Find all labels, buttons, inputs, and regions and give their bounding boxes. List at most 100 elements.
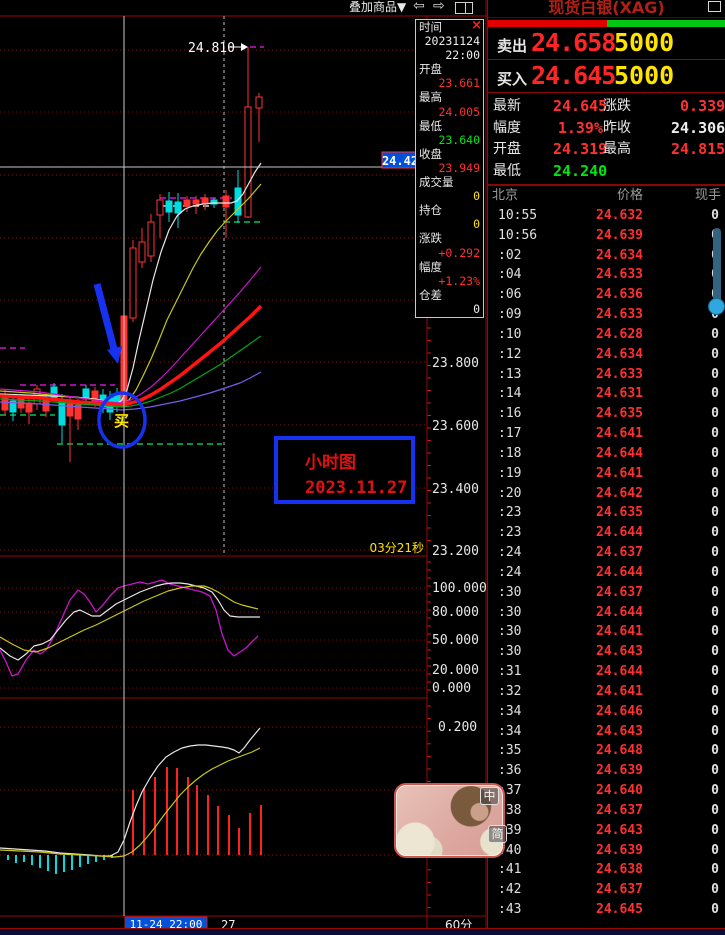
tape-row[interactable]: :23 24.635 0	[498, 505, 719, 521]
candle	[25, 402, 33, 413]
info-field-label: 开盘	[419, 62, 442, 77]
info-field-value: 24.005	[438, 104, 480, 119]
candle	[244, 106, 252, 218]
stat-value: 1.39%	[557, 118, 603, 137]
chart-label: 24.810	[188, 41, 235, 56]
tape-row[interactable]: :19 24.641 0	[498, 465, 719, 481]
chart-label: 80.000	[432, 605, 479, 620]
back-arrow-icon[interactable]: ⇦	[413, 0, 425, 14]
tape-row[interactable]: :38 24.637 0	[498, 802, 719, 818]
tape-header-time: 北京	[492, 188, 519, 203]
info-field-value: 22:00	[445, 48, 480, 63]
blue-arrow-shaft	[93, 283, 118, 350]
tape-row[interactable]: :18 24.644 0	[498, 445, 719, 461]
macd-dif-line	[0, 727, 261, 857]
candle	[58, 400, 66, 426]
tape-row[interactable]: :42 24.637 0	[498, 882, 719, 898]
candle	[9, 400, 17, 413]
macd-dea-line	[0, 747, 261, 858]
info-field-value: +1.23%	[438, 273, 480, 288]
stat-label: 昨收	[603, 119, 631, 136]
buy-text: 买	[114, 412, 129, 430]
tape-row[interactable]: :32 24.641 0	[498, 683, 719, 699]
tape-row[interactable]: 10:55 24.632 0	[498, 208, 719, 223]
bid-row: 买入 24.645 5000	[488, 60, 725, 93]
tape-row[interactable]: :20 24.642 0	[498, 485, 719, 501]
candle	[174, 201, 182, 214]
tape-row[interactable]: :30 24.637 0	[498, 584, 719, 600]
tape-row[interactable]: :24 24.644 0	[498, 564, 719, 580]
info-field-label: 最高	[419, 90, 442, 105]
kdj-line	[0, 585, 259, 653]
tape-row[interactable]: :30 24.644 0	[498, 604, 719, 620]
close-icon[interactable]: ×	[471, 18, 482, 33]
stat-value: 24.240	[553, 161, 608, 180]
high-arrow-head	[241, 43, 248, 51]
tape-row[interactable]: :39 24.643 0	[498, 822, 719, 838]
candle	[147, 221, 155, 257]
stat-value: 24.645	[553, 97, 608, 115]
tape-row[interactable]: :40 24.639 0	[498, 842, 719, 858]
stat-label: 涨跌	[603, 98, 631, 114]
chart-toolbar: 叠加商品▼ ⇦ ⇨	[0, 0, 487, 15]
ma-line	[0, 266, 262, 404]
window-icon[interactable]	[708, 1, 721, 12]
tape-row[interactable]: :35 24.648 0	[498, 743, 719, 759]
stat-value	[671, 161, 725, 183]
tape-row[interactable]: :10 24.628 0	[498, 326, 719, 342]
buy-circle	[97, 391, 147, 449]
tape-row[interactable]: :13 24.633 0	[498, 366, 719, 382]
bottom-border	[0, 928, 725, 929]
candle	[74, 404, 82, 420]
tape-row[interactable]: :17 24.641 0	[498, 426, 719, 442]
ma-line	[0, 371, 262, 411]
tape-header-price: 价格	[616, 188, 643, 203]
tape-row[interactable]: :12 24.634 0	[498, 346, 719, 362]
info-field-label: 涨跌	[419, 231, 442, 246]
tape-row[interactable]: :16 24.635 0	[498, 406, 719, 422]
tape-row[interactable]: :30 24.641 0	[498, 624, 719, 640]
tape-row[interactable]: :36 24.639 0	[498, 763, 719, 779]
stat-label: 最新	[493, 98, 521, 114]
candle	[129, 247, 137, 319]
forward-arrow-icon[interactable]: ⇨	[433, 0, 445, 14]
ask-row: 卖出 24.658 5000	[488, 27, 725, 60]
info-field-label: 持仓	[419, 203, 442, 218]
chart-label: 20.000	[432, 663, 479, 678]
tape-row[interactable]: :34 24.643 0	[498, 723, 719, 739]
tape-row[interactable]: :23 24.644 0	[498, 525, 719, 541]
bid-price: 24.645	[531, 61, 616, 90]
chart-label: 23.400	[432, 482, 479, 497]
symbol-title: 现货白银(XAG)	[488, 0, 725, 18]
tape-scrollbar-track[interactable]	[713, 228, 721, 308]
tape-row[interactable]: :37 24.640 0	[498, 783, 719, 799]
chart-label: 100.000	[432, 581, 487, 596]
split-window-icon[interactable]	[455, 2, 473, 14]
bid-label: 买入	[497, 70, 528, 88]
stat-label: 最低	[493, 162, 521, 179]
overlay-symbol-menu[interactable]: 叠加商品▼	[349, 0, 407, 14]
tape-scrollbar-knob[interactable]	[708, 298, 725, 315]
tape-row[interactable]: :43 24.645 0	[498, 901, 719, 917]
tape-row[interactable]: :34 24.646 0	[498, 703, 719, 719]
tape-row[interactable]: :31 24.644 0	[498, 664, 719, 680]
candle	[165, 200, 173, 213]
bid-size: 5000	[614, 61, 675, 90]
ask-label: 卖出	[497, 37, 528, 55]
tape-row[interactable]: :24 24.637 0	[498, 545, 719, 561]
stat-label: 最高	[603, 141, 631, 157]
tape-row[interactable]: :41 24.638 0	[498, 862, 719, 878]
tape-row[interactable]: :30 24.643 0	[498, 644, 719, 660]
tape-row[interactable]: :14 24.631 0	[498, 386, 719, 402]
stat-label: 幅度	[493, 119, 521, 136]
candle	[138, 241, 146, 263]
info-field-value: +0.292	[438, 245, 480, 260]
